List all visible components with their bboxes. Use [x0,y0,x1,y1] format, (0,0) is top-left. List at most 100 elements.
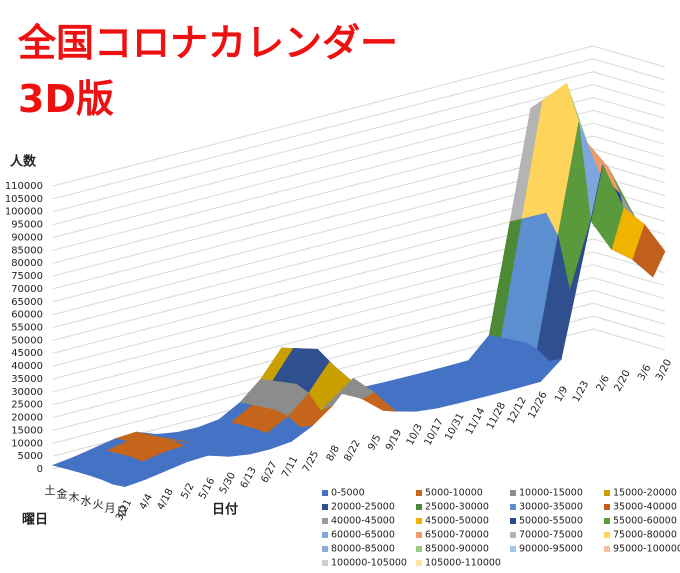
legend-swatch [416,532,422,538]
grid-line [52,109,594,251]
x-tick-label: 2/6 [595,374,612,393]
depth-tick-label: 木 [69,491,80,504]
legend-swatch [416,490,422,496]
legend-swatch [322,560,328,566]
y-tick-label: 20000 [11,413,43,424]
grid-line [52,199,594,341]
y-tick-label: 15000 [11,425,43,436]
grid-line [52,122,594,264]
surface-cell [111,476,147,487]
grid-line [52,58,594,200]
y-axis-title: 人数 [10,154,37,170]
legend-label: 10000-15000 [519,488,583,499]
x-tick-label: 2/20 [612,368,632,393]
grid-line [592,302,666,325]
x-tick-label: 8/8 [325,444,342,463]
grid-line [52,161,594,303]
y-tick-label: 25000 [11,400,43,411]
y-tick-label: 60000 [11,310,43,321]
legend-swatch [416,504,422,510]
depth-tick-label: 金 [57,487,68,501]
legend-swatch [510,546,516,552]
grid-line [52,84,594,226]
depth-tick-label: 水 [81,495,92,508]
legend-swatch [604,546,610,552]
legend-label: 55000-60000 [613,516,677,527]
grid-line [592,96,666,119]
grid-line [592,289,666,312]
legend-swatch [510,504,516,510]
grid-line [52,71,594,213]
grid-line [592,58,666,81]
y-tick-label: 5000 [18,451,43,462]
x-tick-label: 12/12 [506,395,529,426]
legend-swatch [322,504,328,510]
y-tick-label: 65000 [11,297,43,308]
grid-line [592,264,666,287]
grid-line [52,148,594,290]
depth-axis-title: 曜日 [22,513,48,528]
depth-tick-label: 日 [117,505,128,518]
legend-label: 20000-25000 [331,502,395,513]
legend-label: 85000-90000 [425,544,489,555]
legend-label: 15000-20000 [613,488,677,499]
legend-swatch [416,518,422,524]
y-tick-label: 70000 [11,284,43,295]
x-tick-label: 7/25 [301,449,321,474]
y-tick-label: 45000 [11,348,43,359]
legend-swatch [416,546,422,552]
legend-swatch [322,518,328,524]
y-tick-label: 95000 [11,220,43,231]
y-tick-label: 100000 [5,207,43,218]
legend-label: 5000-10000 [425,488,483,499]
grid-line [592,109,666,132]
x-tick-label: 9/19 [384,428,404,453]
legend-label: 100000-105000 [331,558,407,569]
y-tick-label: 50000 [11,335,43,346]
grid-line [52,225,594,367]
x-tick-label: 1/9 [553,385,570,404]
x-tick-label: 12/26 [526,390,549,421]
grid-line [592,45,666,68]
x-tick-label: 6/27 [259,460,279,485]
depth-tick-label: 火 [93,498,104,511]
legend-swatch [510,490,516,496]
legend-swatch [604,490,610,496]
x-tick-label: 4/4 [138,492,155,511]
grid-line [52,187,594,328]
legend-swatch [322,490,328,496]
grid-line [592,328,666,351]
legend-label: 45000-50000 [425,516,489,527]
y-tick-label: 0 [37,464,43,475]
legend-label: 25000-30000 [425,502,489,513]
x-tick-label: 5/2 [179,481,196,500]
legend-label: 105000-110000 [425,558,501,569]
x-tick-label: 1/23 [571,379,591,404]
chart-subtitle: 3D版 [18,77,114,121]
grid-line [592,148,666,171]
y-tick-label: 75000 [11,271,43,282]
x-tick-label: 10/31 [443,411,466,442]
depth-tick-label: 月 [105,502,116,515]
y-tick-label: 85000 [11,245,43,256]
legend-label: 75000-80000 [613,530,677,541]
x-tick-label: 3/20 [654,358,674,383]
y-tick-label: 80000 [11,258,43,269]
legend-swatch [322,546,328,552]
y-tick-label: 90000 [11,232,43,243]
grid-line [52,174,594,316]
legend-swatch [604,504,610,510]
grid-line [52,96,594,238]
legend-swatch [322,532,328,538]
legend-swatch [604,532,610,538]
legend-swatch [510,532,516,538]
grid-line [52,212,594,354]
legend-label: 95000-100000 [613,544,680,555]
legend-label: 65000-70000 [425,530,489,541]
grid-line [592,315,666,338]
x-tick-label: 5/16 [197,476,217,501]
x-tick-label: 5/30 [218,471,238,496]
x-tick-label: 6/13 [239,465,259,490]
chart-title: 全国コロナカレンダー [17,21,398,65]
